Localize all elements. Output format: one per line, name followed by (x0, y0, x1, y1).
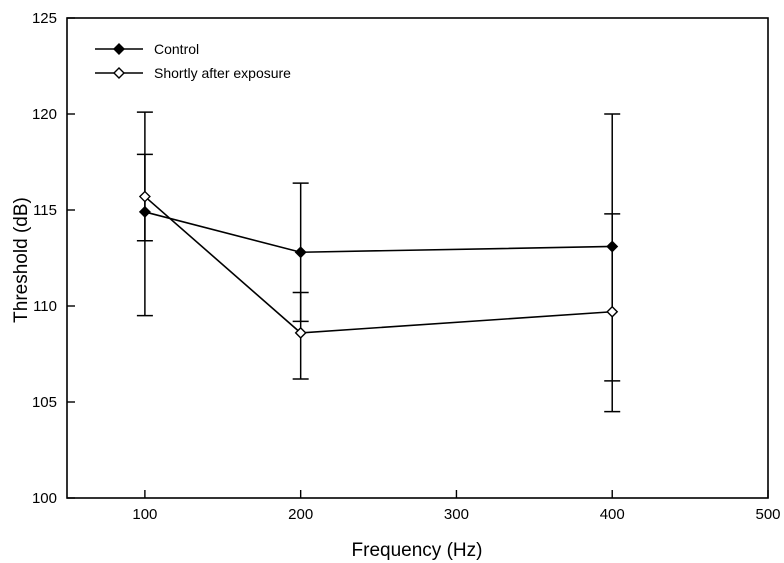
legend-label: Control (154, 41, 199, 57)
y-tick-label: 125 (32, 10, 57, 27)
legend-marker (113, 43, 125, 55)
y-tick-label: 105 (32, 394, 57, 411)
plot-frame (66, 17, 769, 499)
y-tick-label: 100 (32, 490, 57, 507)
y-axis-ticks: 100 105 110 115 120 125 (32, 10, 75, 507)
series-control-errorbars (136, 111, 621, 382)
series-layer (136, 111, 621, 413)
y-tick-label: 110 (33, 298, 57, 315)
data-point-control (606, 240, 619, 253)
x-axis-ticks: 100 200 300 400 500 (132, 490, 781, 523)
y-tick-label: 120 (32, 106, 57, 123)
x-tick-label: 500 (755, 506, 780, 523)
data-point-after-exposure (294, 326, 307, 339)
data-point-after-exposure (138, 190, 151, 203)
data-point-control (294, 246, 307, 259)
series-after-exposure-errorbars (136, 153, 621, 413)
legend: Control Shortly after exposure (95, 41, 291, 81)
series-line-after-exposure (144, 195, 613, 334)
x-tick-label: 200 (288, 506, 313, 523)
x-tick-label: 100 (132, 506, 157, 523)
x-tick-label: 300 (444, 506, 469, 523)
legend-marker (113, 67, 125, 79)
series-line-control (144, 211, 613, 254)
x-tick-label: 400 (600, 506, 625, 523)
data-point-control (138, 205, 151, 218)
data-point-after-exposure (606, 305, 619, 318)
y-tick-label: 115 (33, 202, 57, 219)
y-axis-title: Threshold (dB) (11, 197, 32, 323)
x-axis-title: Frequency (Hz) (352, 540, 483, 561)
legend-label: Shortly after exposure (154, 65, 291, 81)
plot-border (66, 17, 769, 499)
